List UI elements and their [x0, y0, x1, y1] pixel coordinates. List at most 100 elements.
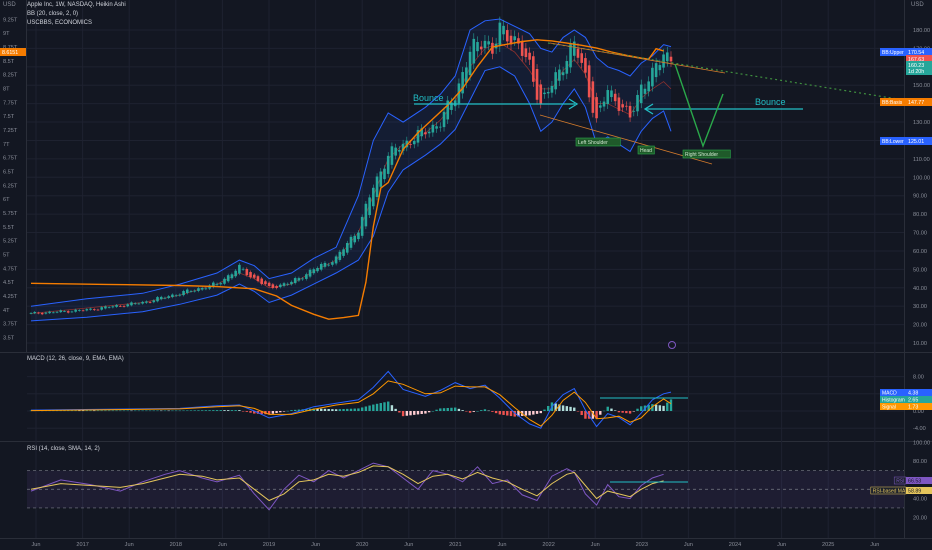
macd-histogram-bar	[271, 411, 275, 414]
candle-body	[174, 295, 178, 297]
bounce-label-right: Bounce	[755, 97, 786, 107]
macd-histogram-bar	[145, 410, 148, 412]
macd-histogram-bar	[78, 410, 81, 412]
candle-body	[643, 88, 647, 94]
candle-body	[539, 84, 543, 104]
macd-histogram-bar	[171, 410, 174, 412]
eco-indicator-label[interactable]: USCBBS, ECONOMICS	[27, 20, 93, 26]
macd-histogram-bar	[375, 403, 379, 411]
candle-body	[390, 146, 394, 165]
left-axis-tick: 4.5T	[3, 280, 15, 286]
candle-body	[625, 105, 628, 107]
macd-histogram-bar	[502, 411, 505, 415]
candle-body	[602, 101, 606, 107]
candle-body	[159, 296, 163, 300]
macd-histogram-bar	[506, 411, 509, 416]
macd-histogram-bar	[576, 411, 580, 412]
candle-body	[446, 100, 450, 120]
macd-histogram-bar	[379, 403, 382, 411]
macd-histogram-bar	[208, 410, 211, 411]
macd-histogram-bar	[227, 410, 230, 411]
candle-body	[349, 236, 353, 248]
candle-body	[130, 302, 133, 306]
price-label-value: 167.63	[908, 57, 924, 63]
macd-histogram-bar	[133, 410, 137, 412]
candle-body	[107, 307, 111, 309]
price-label-name-box	[880, 48, 906, 56]
bb-indicator-label[interactable]: BB (20, close, 2, 0)	[27, 11, 79, 17]
macd-label-value: 4.38	[908, 391, 918, 397]
macd-label-name: Histogram	[882, 398, 905, 404]
rsi-panel-title[interactable]: RSI (14, close, SMA, 14, 2)	[27, 446, 100, 452]
price-label-name-box	[880, 98, 906, 106]
candle-body	[323, 262, 327, 267]
macd-panel-title[interactable]: MACD (12, 26, close, 9, EMA, EMA)	[27, 356, 124, 362]
macd-histogram-bar	[409, 411, 412, 416]
macd-histogram-bar	[450, 407, 453, 411]
bounce-label-left: Bounce	[413, 93, 444, 103]
macd-histogram-bar	[107, 410, 111, 412]
candle-body	[398, 150, 401, 152]
signal-line	[30, 380, 672, 427]
rsi-label-value: 66.53	[908, 479, 921, 485]
macd-histogram-bar	[204, 410, 208, 411]
candle-body	[33, 311, 37, 314]
candle-body	[226, 275, 230, 282]
candle-body	[636, 94, 639, 112]
macd-histogram-bar	[279, 411, 282, 413]
price-label-value: 1d 20h	[908, 69, 924, 75]
macd-histogram-bar	[383, 402, 386, 411]
candle-body	[617, 97, 621, 111]
candle-body	[632, 110, 636, 112]
macd-histogram-bar	[509, 411, 513, 417]
macd-axis-tick: -4.00	[913, 426, 926, 432]
candle-body	[241, 268, 245, 270]
projection-path	[674, 63, 724, 149]
macd-histogram-bar	[483, 409, 487, 411]
candle-body	[345, 242, 349, 253]
left-shoulder-label-box	[575, 137, 621, 147]
rsi-label-box	[906, 477, 932, 484]
left-axis-tick: 9T	[3, 31, 10, 37]
candle-body	[55, 311, 59, 313]
left-axis-tick: 6.5T	[3, 170, 15, 176]
candle-body	[37, 312, 40, 314]
candle-body	[189, 291, 193, 292]
macd-histogram-bar	[613, 410, 617, 411]
candle-body	[133, 303, 137, 305]
price-label-box	[906, 61, 932, 69]
macd-histogram-bar	[524, 411, 528, 416]
macd-histogram-bar	[29, 410, 33, 412]
macd-histogram-bar	[494, 411, 498, 414]
time-axis-tick: 2025	[822, 542, 834, 548]
macd-histogram-bar	[647, 404, 650, 411]
candle-body	[498, 22, 502, 46]
left-axis-unit: USD	[3, 2, 16, 8]
candle-body	[119, 305, 122, 307]
candle-body	[487, 41, 490, 45]
candle-body	[305, 274, 308, 279]
candle-body	[599, 105, 602, 108]
candle-body	[104, 306, 107, 309]
right-shoulder-label-box	[682, 149, 731, 159]
right-axis-tick: 60.00	[913, 249, 927, 255]
macd-histogram-bar	[513, 411, 516, 417]
macd-histogram-bar	[517, 411, 520, 417]
macd-histogram-bar	[260, 411, 263, 415]
macd-histogram-bar	[617, 411, 621, 413]
rsi-ma-line	[30, 465, 664, 502]
candle-body	[100, 307, 103, 310]
macd-histogram-bar	[160, 410, 163, 412]
macd-histogram-bar	[85, 410, 89, 412]
macd-histogram-bar	[197, 410, 200, 411]
candle-body	[264, 281, 267, 285]
macd-histogram-bar	[104, 410, 107, 412]
candle-body	[141, 301, 144, 304]
candle-body	[137, 303, 141, 305]
macd-histogram-bar	[387, 401, 390, 411]
candle-body	[238, 264, 241, 274]
macd-histogram-bar	[457, 408, 461, 411]
macd-histogram-bar	[115, 410, 118, 412]
macd-histogram-bar	[535, 411, 539, 414]
